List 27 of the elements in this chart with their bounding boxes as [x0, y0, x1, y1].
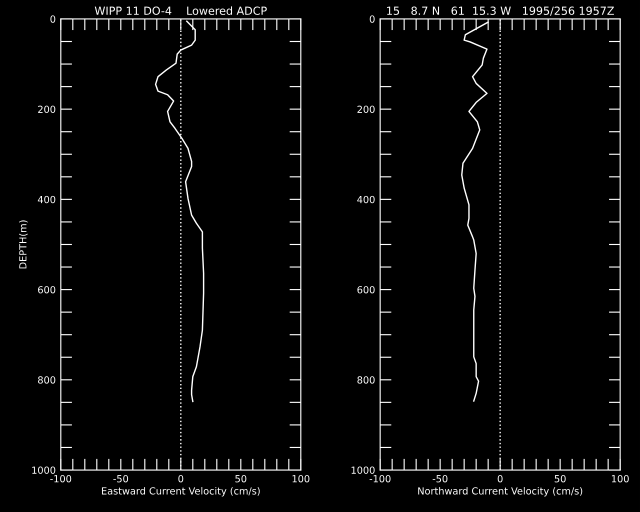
- x-tick-label: -100: [50, 475, 72, 482]
- x-tick-label: -50: [113, 475, 128, 482]
- y-tick-label: 800: [357, 376, 375, 384]
- y-tick-label: 600: [357, 286, 375, 294]
- x-axis-title: Eastward Current Velocity (cm/s): [102, 487, 260, 496]
- y-tick-label: 1000: [32, 466, 56, 474]
- y-tick-label: 0: [370, 15, 375, 23]
- x-tick-label: 100: [292, 475, 310, 482]
- y-tick-label: 200: [357, 106, 375, 113]
- y-tick-label: 0: [50, 15, 56, 23]
- x-tick-label: 100: [612, 475, 629, 482]
- x-tick-label: 50: [235, 475, 246, 482]
- y-tick-label: 400: [38, 196, 56, 204]
- x-tick-label: -100: [370, 475, 391, 482]
- y-tick-label: 800: [38, 376, 56, 384]
- x-tick-label: 0: [498, 475, 503, 482]
- chart-title: WIPP 11 DO-4 Lowered ADCP: [94, 6, 267, 15]
- chart-title: 15 8.7 N 61 15.3 W 1995/256 1957Z: [387, 6, 614, 16]
- y-tick-label: 200: [38, 106, 56, 113]
- x-axis-title: Northward Current Velocity (cm/s): [418, 487, 582, 496]
- y-axis-title: DEPTH(m): [19, 220, 28, 268]
- y-tick-label: 1000: [352, 466, 375, 474]
- x-tick-label: 0: [178, 475, 184, 482]
- y-tick-label: 600: [38, 286, 56, 294]
- x-tick-label: 50: [554, 475, 566, 482]
- y-tick-label: 400: [357, 196, 375, 204]
- x-tick-label: -50: [432, 475, 448, 482]
